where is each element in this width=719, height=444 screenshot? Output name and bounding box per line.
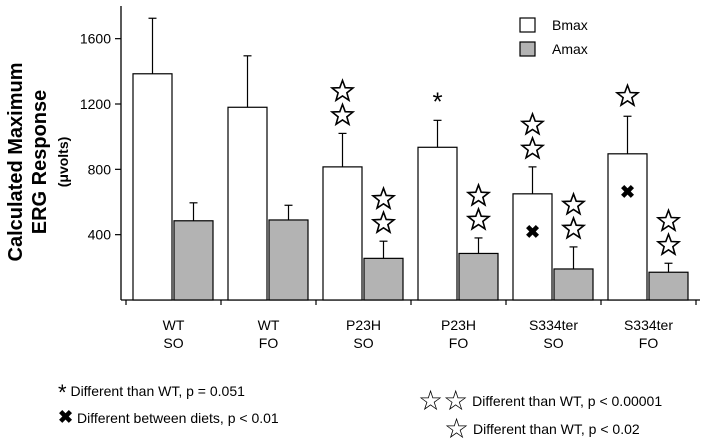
x-tick-label: P23H — [346, 317, 381, 333]
star-marker — [329, 102, 356, 127]
bar-amax — [553, 268, 594, 301]
y-axis-label-line2: ERG Response — [29, 90, 51, 234]
bar-bmax — [512, 193, 553, 301]
bar-amax — [173, 220, 214, 301]
y-tick-label: 1600 — [80, 31, 111, 47]
asterisk-marker: * — [432, 86, 442, 116]
asterisk-icon: * — [58, 380, 67, 405]
x-tick-label: FO — [639, 335, 659, 351]
star-marker — [519, 111, 546, 136]
bar-bmax — [607, 153, 648, 301]
x-tick-label: WT — [163, 317, 185, 333]
star-marker — [370, 209, 397, 234]
footnote-single-star-text: Different than WT, p < 0.02 — [473, 421, 640, 437]
x-tick-label: FO — [259, 335, 279, 351]
bar-bmax — [132, 73, 173, 301]
cross-marker: ✖ — [620, 182, 635, 202]
bar-amax — [458, 252, 499, 301]
bar-amax — [268, 219, 309, 301]
bar-amax — [363, 257, 404, 301]
legend-label-bmax: Bmax — [552, 17, 588, 33]
x-tick-label: FO — [449, 335, 469, 351]
y-axis-unit: (μvolts) — [55, 137, 71, 188]
cross-icon: ✖ — [58, 407, 74, 427]
x-tick-label: WT — [258, 317, 280, 333]
star-marker — [465, 182, 492, 207]
bar-bmax — [322, 166, 363, 301]
x-tick-label: P23H — [441, 317, 476, 333]
footnote-cross: ✖ Different between diets, p < 0.01 — [58, 407, 279, 428]
star-marker — [655, 207, 682, 233]
x-tick-label: SO — [353, 335, 373, 351]
footnote-single-star: ☆ Different than WT, p < 0.02 — [444, 408, 640, 444]
y-tick-label: 800 — [88, 161, 112, 177]
footnote-asterisk-text: Different than WT, p = 0.051 — [70, 383, 245, 399]
star-marker — [560, 215, 587, 240]
star-marker — [329, 78, 356, 103]
x-tick-label: SO — [163, 335, 183, 351]
star-marker — [655, 231, 682, 257]
bar-amax — [648, 271, 689, 301]
x-tick-label: SO — [543, 335, 563, 351]
y-tick-label: 400 — [88, 227, 112, 243]
bar-bmax — [227, 106, 268, 301]
star-marker — [614, 82, 641, 108]
y-axis-label: Calculated Maximum ERG Response (μvolts) — [5, 63, 71, 262]
footnote-cross-text: Different between diets, p < 0.01 — [76, 410, 279, 426]
legend-swatch-bmax — [519, 17, 536, 33]
legend-swatch-amax — [519, 41, 536, 57]
star-marker — [465, 206, 492, 231]
footnote-double-star-text: Different than WT, p < 0.00001 — [472, 393, 663, 409]
x-tick-label: S334ter — [529, 317, 578, 333]
star-marker — [519, 135, 546, 160]
x-tick-label: S334ter — [624, 317, 673, 333]
footnote-double-star: ☆☆ Different than WT, p < 0.00001 — [418, 380, 663, 416]
star-icon: ☆ — [444, 413, 470, 444]
y-axis-label-line1: Calculated Maximum — [5, 63, 27, 262]
y-tick-label: 1200 — [80, 96, 111, 112]
bar-bmax — [417, 146, 458, 301]
footnote-asterisk: * Different than WT, p = 0.051 — [58, 376, 245, 405]
double-star-icon: ☆☆ — [418, 385, 469, 416]
star-marker — [370, 185, 397, 210]
cross-marker: ✖ — [525, 222, 540, 242]
legend-label-amax: Amax — [552, 41, 588, 57]
star-marker — [560, 191, 587, 216]
